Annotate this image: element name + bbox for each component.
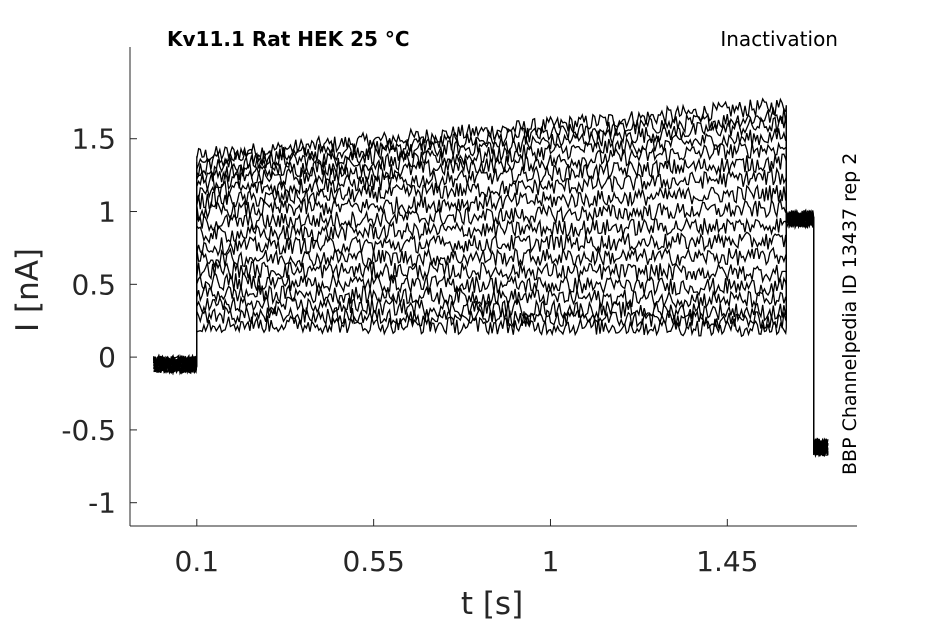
y-tick-label: 1 [98, 196, 116, 229]
current-trace-15 [153, 209, 829, 456]
y-tick-label: 1.5 [71, 123, 116, 156]
x-tick-label: 1 [542, 545, 560, 578]
current-trace-9 [153, 198, 829, 456]
y-ticks: -1 -0.5 0 0.5 1 1.5 [61, 123, 137, 520]
current-trace-5 [153, 139, 829, 454]
x-axis-title: t [s] [461, 586, 523, 622]
x-tick-label: 1.45 [696, 545, 758, 578]
y-tick-label: -0.5 [61, 414, 116, 447]
current-trace-3 [153, 116, 828, 456]
current-trace-6 [152, 153, 829, 451]
x-ticks: 0.1 0.55 1 1.45 [175, 519, 758, 578]
current-trace-12 [152, 208, 829, 454]
current-trace-8 [152, 184, 829, 457]
y-tick-label: 0 [98, 341, 116, 374]
x-tick-label: 0.55 [342, 545, 404, 578]
plot-area: -1 -0.5 0 0.5 1 1.5 0.1 0.55 1 1.45 [61, 47, 857, 578]
current-trace-2 [152, 106, 829, 457]
current-trace-16 [152, 208, 829, 456]
current-trace-14 [153, 210, 829, 456]
current-trace-10 [152, 210, 829, 457]
current-trace-11 [152, 209, 829, 456]
current-traces [152, 97, 829, 459]
y-tick-label: 0.5 [71, 268, 116, 301]
y-axis-title: I [nA] [10, 248, 46, 332]
protocol-label: Inactivation [720, 27, 838, 51]
current-trace-4 [153, 128, 829, 454]
current-trace-17 [152, 211, 829, 454]
x-tick-label: 0.1 [175, 545, 220, 578]
y-tick-label: -1 [88, 487, 116, 520]
current-trace-18 [153, 212, 829, 457]
source-id-label: BBP Channelpedia ID 13437 rep 2 [839, 153, 861, 475]
chart-title: Kv11.1 Rat HEK 25 °C [167, 27, 410, 51]
current-trace-13 [152, 210, 829, 455]
